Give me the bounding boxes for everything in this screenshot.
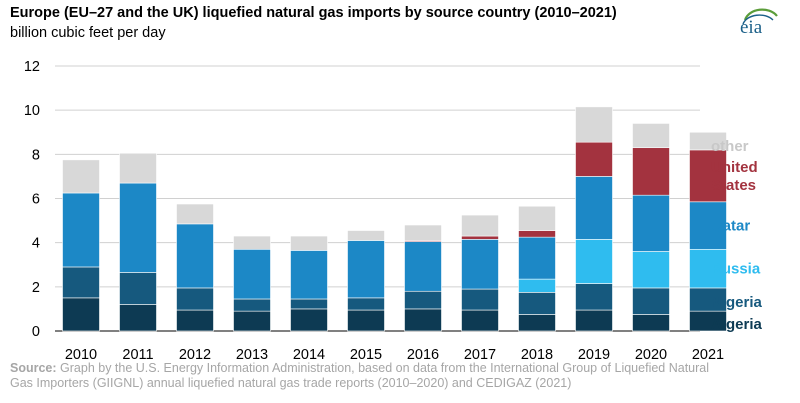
bar-segment-algeria-2020 <box>632 314 670 332</box>
bar-segment-nigeria-2013 <box>233 298 271 312</box>
source-label: Source: <box>10 361 57 375</box>
bar-segment-algeria-2013 <box>233 310 271 332</box>
bar-segment-algeria-2019 <box>575 309 613 332</box>
bar-segment-qatar-2016 <box>404 241 442 292</box>
legend-label-line: States <box>711 177 756 194</box>
bar-segment-other-2012 <box>176 203 214 225</box>
bar-segment-other-2010 <box>62 159 100 194</box>
x-tick-label: 2013 <box>236 347 268 363</box>
bar-segment-qatar-2013 <box>233 248 271 300</box>
x-tick-label: 2012 <box>179 347 211 363</box>
eia-logo-icon <box>742 8 778 25</box>
bar-segment-other-2018 <box>518 205 556 231</box>
legend-label-line: Qatar <box>711 218 750 235</box>
bar-segment-algeria-2010 <box>62 297 100 332</box>
legend-label-qatar: Qatar <box>711 218 750 235</box>
bar-segment-united-states-2017 <box>461 235 499 240</box>
bar-segment-nigeria-2018 <box>518 292 556 315</box>
bar-segment-algeria-2015 <box>347 309 385 332</box>
legend-label-nigeria: Nigeria <box>711 294 763 311</box>
bar-segment-nigeria-2014 <box>290 298 328 310</box>
bar-segment-other-2015 <box>347 230 385 241</box>
bar-segment-nigeria-2011 <box>119 272 157 305</box>
bar-segment-other-2017 <box>461 214 499 237</box>
bar-segment-other-2011 <box>119 152 157 184</box>
bar-segment-russia-2019 <box>575 239 613 284</box>
bar-segment-qatar-2020 <box>632 194 670 252</box>
bar-segment-nigeria-2016 <box>404 290 442 310</box>
legend-label-line: Russia <box>711 261 761 278</box>
x-tick-label: 2019 <box>578 347 610 363</box>
legend-label-line: United <box>711 159 758 176</box>
legend-label-line: other <box>711 138 749 155</box>
bar-segment-united-states-2020 <box>632 147 670 196</box>
bars <box>62 106 727 332</box>
y-axis-ticks: 0 2 4 6 8 10 12 <box>24 59 40 340</box>
x-tick-label: 2018 <box>521 347 553 363</box>
bar-segment-nigeria-2010 <box>62 266 100 299</box>
bar-segment-nigeria-2020 <box>632 287 670 315</box>
bar-segment-algeria-2011 <box>119 304 157 332</box>
x-tick-label: 2020 <box>635 347 667 363</box>
y-tick-label: 2 <box>32 280 40 296</box>
y-tick-label: 4 <box>32 236 40 252</box>
legend-label-line: Nigeria <box>711 294 763 311</box>
bar-segment-qatar-2010 <box>62 192 100 268</box>
bar-segment-qatar-2015 <box>347 240 385 299</box>
x-axis-ticks: 2010 2011 2012 2013 2014 2015 2016 2017 2018 2019… <box>65 347 724 363</box>
bar-segment-qatar-2018 <box>518 236 556 280</box>
bar-segment-qatar-2017 <box>461 239 499 290</box>
bar-segment-other-2020 <box>632 123 670 149</box>
y-tick-label: 10 <box>24 103 40 119</box>
bar-segment-nigeria-2015 <box>347 297 385 311</box>
bar-segment-russia-2021 <box>689 248 727 289</box>
y-tick-label: 0 <box>32 324 40 340</box>
bar-segment-russia-2020 <box>632 251 670 289</box>
bar-segment-algeria-2016 <box>404 308 442 332</box>
legend-label-united-states: United States <box>711 159 758 194</box>
bar-segment-nigeria-2012 <box>176 287 214 311</box>
legend-label-algeria: Algeria <box>711 316 763 333</box>
x-tick-label: 2014 <box>293 347 325 363</box>
x-tick-label: 2015 <box>350 347 382 363</box>
y-tick-label: 8 <box>32 147 40 163</box>
bar-segment-algeria-2017 <box>461 309 499 332</box>
bar-segment-nigeria-2017 <box>461 288 499 311</box>
x-tick-label: 2021 <box>692 347 724 363</box>
bar-segment-algeria-2014 <box>290 308 328 332</box>
bar-segment-algeria-2012 <box>176 309 214 332</box>
bar-segment-other-2013 <box>233 235 271 250</box>
bar-segment-qatar-2011 <box>119 182 157 273</box>
y-tick-label: 6 <box>32 192 40 208</box>
chart-title: Europe (EU–27 and the UK) liquefied natu… <box>10 5 617 21</box>
bar-segment-russia-2018 <box>518 278 556 293</box>
bar-segment-qatar-2014 <box>290 250 328 300</box>
bar-segment-united-states-2021 <box>689 149 727 203</box>
legend: Algeria Nigeria Russia Qatar United States oth… <box>711 138 763 333</box>
y-tick-label: 12 <box>24 59 40 75</box>
x-tick-label: 2016 <box>407 347 439 363</box>
bar-segment-nigeria-2019 <box>575 283 613 311</box>
legend-label-russia: Russia <box>711 261 761 278</box>
bar-segment-other-2019 <box>575 106 613 143</box>
bar-segment-united-states-2018 <box>518 230 556 238</box>
chart-subtitle: billion cubic feet per day <box>10 25 166 41</box>
bar-segment-united-states-2019 <box>575 141 613 177</box>
bar-segment-other-2016 <box>404 224 442 241</box>
source-text: Graph by the U.S. Energy Information Adm… <box>10 361 710 390</box>
bar-segment-qatar-2019 <box>575 176 613 240</box>
bar-segment-qatar-2021 <box>689 201 727 250</box>
bar-segment-qatar-2012 <box>176 223 214 289</box>
x-tick-label: 2010 <box>65 347 97 363</box>
legend-label-line: Algeria <box>711 316 763 333</box>
legend-label-other: other <box>711 138 749 155</box>
eia-logo-text: eia <box>740 17 763 38</box>
x-tick-label: 2017 <box>464 347 496 363</box>
bar-segment-algeria-2018 <box>518 314 556 332</box>
bar-segment-other-2014 <box>290 235 328 251</box>
source-note: Source: Graph by the U.S. Energy Informa… <box>10 361 710 391</box>
x-tick-label: 2011 <box>122 347 153 363</box>
bar-segment-other-2021 <box>689 131 727 151</box>
